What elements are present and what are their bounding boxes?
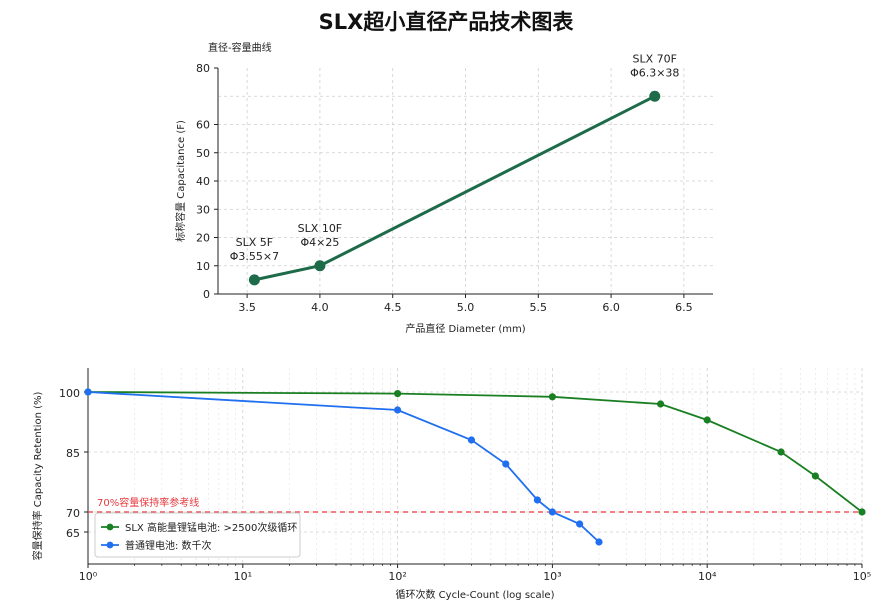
x-tick-label: 10⁴ xyxy=(698,570,717,583)
legend-box xyxy=(94,512,301,558)
annotation-model: SLX 5F xyxy=(236,236,273,249)
x-tick-label: 10³ xyxy=(543,570,561,583)
x-tick-label: 5.5 xyxy=(530,301,548,314)
annotation-model: SLX 70F xyxy=(633,52,677,65)
annotation-model: SLX 10F xyxy=(298,222,342,235)
annotation-size: Φ6.3×38 xyxy=(630,66,679,79)
x-tick-label: 4.0 xyxy=(311,301,329,314)
y-axis-label: 标称容量 Capacitance (F) xyxy=(174,120,187,242)
y-tick-label: 10 xyxy=(196,260,210,273)
x-tick-label: 10⁵ xyxy=(853,570,871,583)
y-tick-label: 70 xyxy=(66,507,80,520)
data-point xyxy=(248,274,260,286)
y-tick-label: 85 xyxy=(66,447,80,460)
x-tick-label: 10⁰ xyxy=(79,570,98,583)
x-tick-label: 4.5 xyxy=(384,301,402,314)
legend-marker xyxy=(106,541,114,549)
data-point xyxy=(314,260,326,272)
data-point xyxy=(394,406,402,414)
y-tick-label: 100 xyxy=(59,387,80,400)
y-axis-label: 容量保持率 Capacity Retention (%) xyxy=(31,392,44,561)
data-point xyxy=(394,390,402,398)
data-point xyxy=(533,496,541,504)
x-tick-label: 6.5 xyxy=(675,301,693,314)
series-line xyxy=(254,94,656,282)
annotation-size: Φ3.55×7 xyxy=(230,250,279,263)
data-point xyxy=(84,388,92,396)
x-axis-label: 产品直径 Diameter (mm) xyxy=(405,322,525,335)
x-tick-label: 3.5 xyxy=(238,301,256,314)
data-point xyxy=(703,416,711,424)
x-tick-label: 10² xyxy=(388,570,406,583)
series-line xyxy=(87,391,600,543)
series-line xyxy=(87,391,863,513)
annotation-size: Φ4×25 xyxy=(300,236,339,249)
data-point xyxy=(502,460,510,468)
legend-marker xyxy=(106,523,114,531)
legend-label: SLX 高能量锂锰电池: >2500次级循环 xyxy=(125,521,297,534)
page-title: SLX超小直径产品技术图表 xyxy=(318,10,574,34)
x-tick-label: 10¹ xyxy=(234,570,252,583)
data-point xyxy=(777,448,785,456)
y-tick-label: 65 xyxy=(66,527,80,540)
capacity-retention-chart: 10⁰ 10¹ 10² 10³ 10⁴ 10⁵ 65 70 85 100 循环次数 Cycle-Co… xyxy=(31,368,871,601)
data-point xyxy=(548,393,557,401)
y-tick-label: 60 xyxy=(196,119,210,132)
x-tick-label: 5.0 xyxy=(457,301,475,314)
diameter-capacity-chart: 3.5 4.0 4.5 5.0 5.5 6.0 6.5 0 10 20 30 40 50 60 80 直径-容… xyxy=(174,41,713,335)
x-axis-label: 循环次数 Cycle-Count (log scale) xyxy=(396,588,555,601)
data-point xyxy=(858,508,866,516)
data-point xyxy=(649,90,661,102)
data-point xyxy=(467,436,476,444)
data-point xyxy=(657,400,665,408)
y-tick-label: 20 xyxy=(196,232,210,245)
y-tick-label: 40 xyxy=(196,175,210,188)
x-tick-label: 6.0 xyxy=(602,301,620,314)
data-point xyxy=(576,520,584,528)
data-point xyxy=(595,538,603,546)
y-tick-label: 50 xyxy=(196,147,210,160)
y-tick-label: 30 xyxy=(196,203,210,216)
y-tick-label: 80 xyxy=(196,62,210,75)
data-point xyxy=(548,508,557,516)
reference-line-label: 70%容量保持率参考线 xyxy=(97,496,199,509)
data-point xyxy=(811,472,820,480)
chart-subtitle: 直径-容量曲线 xyxy=(208,41,272,54)
y-tick-label: 0 xyxy=(203,288,210,301)
legend-label: 普通锂电池: 数千次 xyxy=(125,539,212,552)
